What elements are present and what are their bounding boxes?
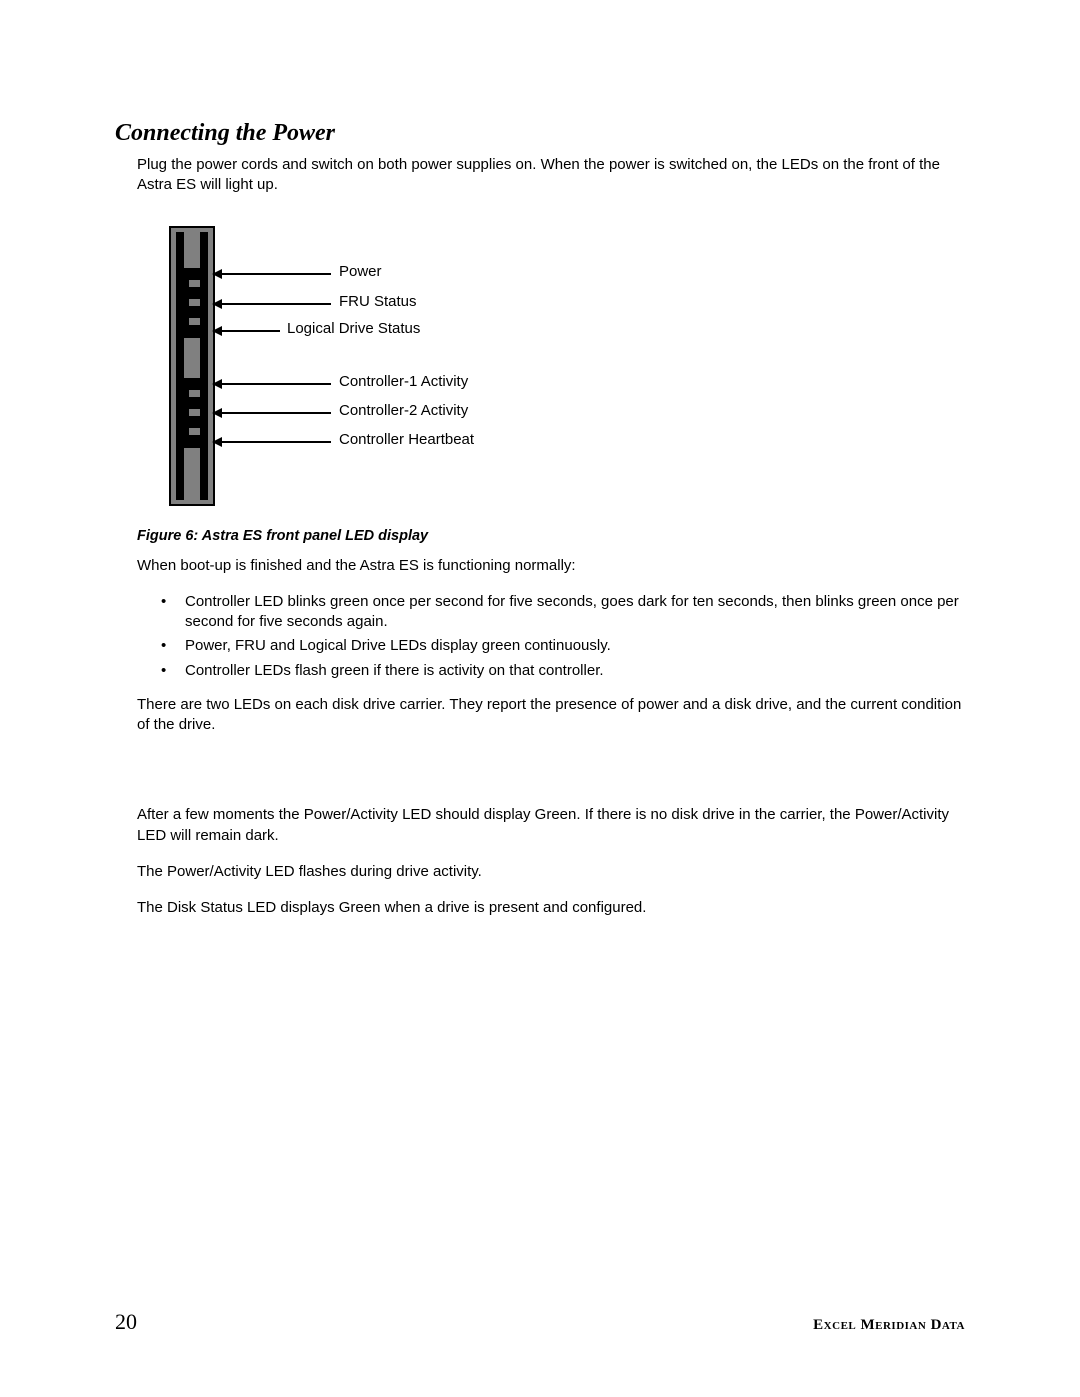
diagram-label: Controller-2 Activity	[339, 402, 468, 419]
arrow	[213, 273, 331, 275]
paragraph: There are two LEDs on each disk drive ca…	[115, 695, 965, 736]
section-title: Connecting the Power	[115, 120, 965, 147]
intro-paragraph: Plug the power cords and switch on both …	[115, 155, 965, 196]
paragraph: After a few moments the Power/Activity L…	[115, 805, 965, 846]
figure-caption: Figure 6: Astra ES front panel LED displ…	[115, 528, 965, 544]
list-item: Power, FRU and Logical Drive LEDs displa…	[161, 636, 965, 656]
list-item: Controller LED blinks green once per sec…	[161, 592, 965, 633]
bullet-list: Controller LED blinks green once per sec…	[115, 592, 965, 681]
diagram-label: FRU Status	[339, 293, 417, 310]
arrow	[213, 412, 331, 414]
arrow	[213, 383, 331, 385]
diagram-label: Controller Heartbeat	[339, 431, 474, 448]
arrow	[213, 303, 331, 305]
arrow	[213, 441, 331, 443]
post-caption-text: When boot-up is finished and the Astra E…	[115, 556, 965, 576]
led-diagram: Power FRU Status Logical Drive Status Contr…	[115, 226, 965, 506]
diagram-label: Logical Drive Status	[287, 320, 420, 337]
paragraph: The Power/Activity LED flashes during dr…	[115, 862, 965, 882]
diagram-label: Controller-1 Activity	[339, 373, 468, 390]
list-item: Controller LEDs flash green if there is …	[161, 661, 965, 681]
page-number: 20	[115, 1309, 137, 1335]
arrow	[213, 330, 280, 332]
footer-brand: Excel Meridian Data	[813, 1317, 965, 1334]
paragraph: The Disk Status LED displays Green when …	[115, 898, 965, 918]
diagram-label: Power	[339, 263, 382, 280]
